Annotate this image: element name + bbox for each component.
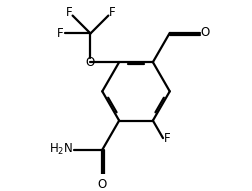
Text: F: F — [163, 132, 170, 145]
Text: F: F — [57, 27, 64, 40]
Text: O: O — [199, 26, 208, 39]
Text: F: F — [108, 6, 115, 19]
Text: O: O — [97, 178, 107, 191]
Text: O: O — [85, 56, 95, 69]
Text: H$_2$N: H$_2$N — [48, 142, 73, 157]
Text: F: F — [66, 6, 72, 19]
